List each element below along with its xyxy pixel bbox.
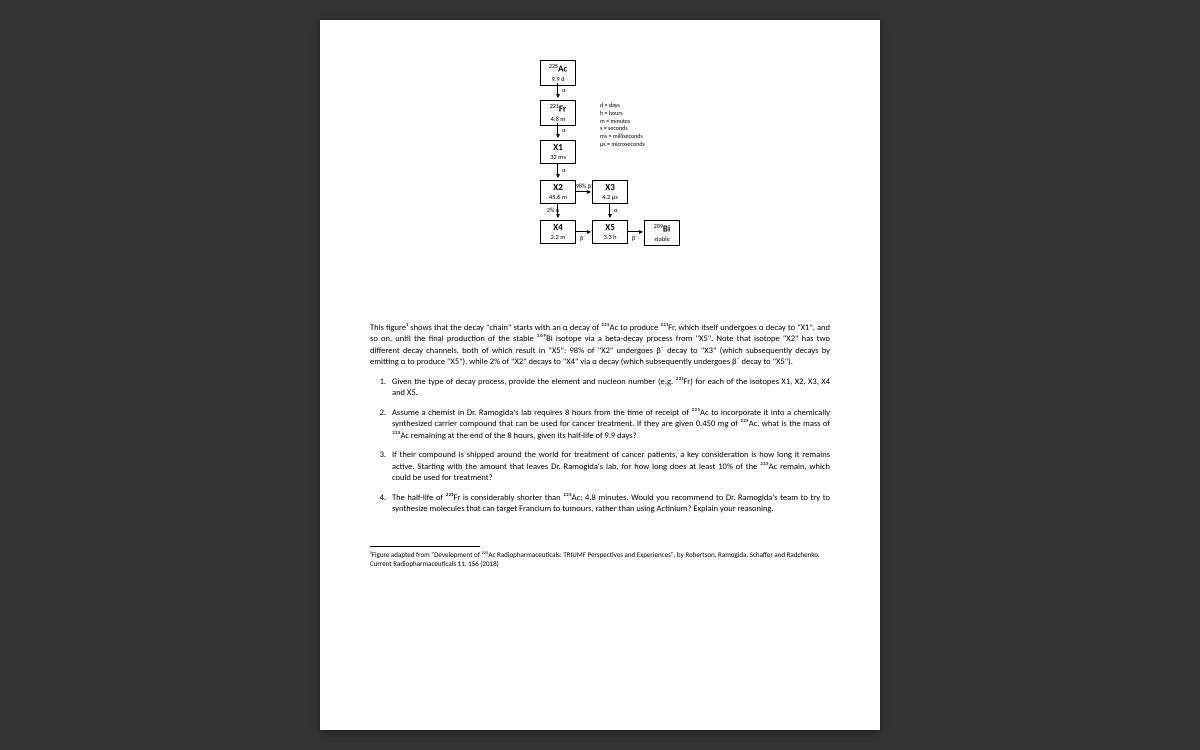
label-beta-x4: β⁻ <box>580 234 585 242</box>
hl-bi209: stable <box>648 236 676 243</box>
label-x3: X3 <box>605 182 615 193</box>
question-list: Given the type of decay process, provide… <box>370 377 830 516</box>
node-bi209: 209Bi stable <box>644 220 680 246</box>
explanatory-paragraph: This figure¹ shows that the decay "chain… <box>370 323 830 369</box>
arrow-ac-fr <box>557 83 558 97</box>
hl-x3: 4.2 μs <box>596 194 624 201</box>
arrow-x3-x5 <box>609 203 610 217</box>
hl-fr221: 4.8 m <box>544 116 572 123</box>
arrow-x2-x3 <box>576 191 590 192</box>
question-1: Given the type of decay process, provide… <box>388 377 830 400</box>
node-x1: X1 32 ms <box>540 140 576 164</box>
hl-x2: 45.6 m <box>544 194 572 201</box>
arrow-x5-bi <box>628 231 642 232</box>
hl-x4: 2.2 m <box>544 234 572 241</box>
sym-bi209: Bi <box>663 224 670 235</box>
mass-fr221: 221 <box>550 102 559 110</box>
mass-bi209: 209 <box>654 222 663 230</box>
node-x4: X4 2.2 m <box>540 220 576 244</box>
node-x5: X5 3.3 h <box>592 220 628 244</box>
arrow-x4-x5 <box>576 231 590 232</box>
question-2: Assume a chemist in Dr. Ramogida's lab r… <box>388 408 830 442</box>
label-alpha-3: α <box>562 166 565 174</box>
node-x3: X3 4.2 μs <box>592 180 628 204</box>
document-page: 225Ac 9.9 d α 221Fr 4.8 m α d = days h =… <box>320 20 880 730</box>
mass-ac225: 225 <box>549 62 558 70</box>
hl-x1: 32 ms <box>544 154 572 161</box>
legend-box: d = days h = hours m = minutes s = secon… <box>600 102 645 149</box>
node-fr221: 221Fr 4.8 m <box>540 100 576 126</box>
decay-chain-diagram: 225Ac 9.9 d α 221Fr 4.8 m α d = days h =… <box>370 60 830 315</box>
label-alpha-x3: α <box>614 206 617 214</box>
footnote-divider <box>370 546 480 547</box>
label-alpha-2: α <box>562 126 565 134</box>
footnote-text: ¹Figure adapted from "Development of ²²⁵… <box>370 550 830 568</box>
label-beta-x5: β⁻ <box>632 234 637 242</box>
label-x4: X4 <box>553 222 563 233</box>
node-ac225: 225Ac 9.9 d <box>540 60 576 86</box>
hl-x5: 3.3 h <box>596 234 624 241</box>
arrow-x1-x2 <box>557 163 558 177</box>
label-x5: X5 <box>605 222 615 233</box>
label-alpha-2pct: 2% α <box>547 206 559 214</box>
question-4: The half-life of ²²¹Fr is considerably s… <box>388 493 830 516</box>
label-x1: X1 <box>553 142 563 153</box>
legend-us: μs = microseconds <box>600 141 645 149</box>
sym-fr221: Fr <box>559 104 566 115</box>
hl-ac225: 9.9 d <box>544 76 572 83</box>
arrow-fr-x1 <box>557 123 558 137</box>
label-alpha-1: α <box>562 86 565 94</box>
node-x2: X2 45.6 m <box>540 180 576 204</box>
label-x2: X2 <box>553 182 563 193</box>
label-beta-98: 98% β⁻ <box>576 182 593 190</box>
question-3: If their compound is shipped around the … <box>388 450 830 484</box>
sym-ac225: Ac <box>558 64 567 75</box>
